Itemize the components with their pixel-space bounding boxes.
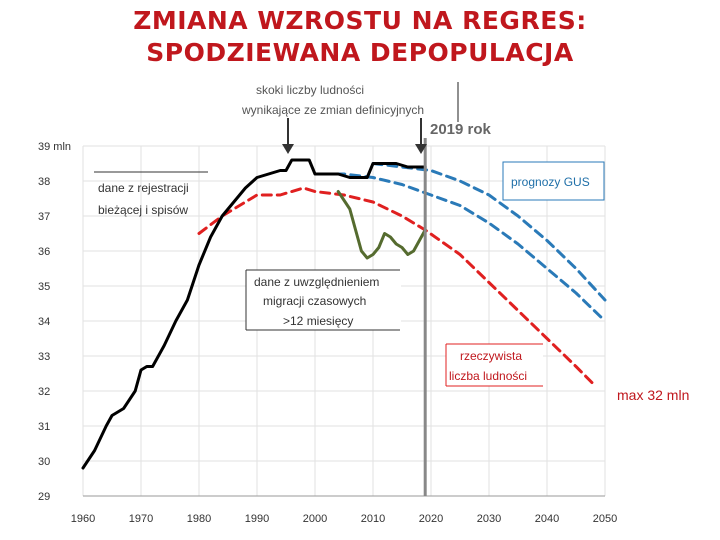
gus-label: prognozy GUS xyxy=(511,175,590,189)
actual-label-line-1: rzeczywista xyxy=(460,349,522,363)
x-tick-label: 2040 xyxy=(535,513,559,525)
y-tick-label: 38 xyxy=(38,176,50,188)
y-tick-label: 30 xyxy=(38,456,50,468)
chart-series xyxy=(81,158,607,470)
slide-title-line-2: SPODZIEWANA DEPOPULACJA xyxy=(146,38,574,67)
x-tick-label: 2010 xyxy=(361,513,385,525)
migration-label-line-1: dane z uwzględnieniem xyxy=(254,275,379,289)
y-tick-label: 37 xyxy=(38,211,50,223)
jumps-label-line-1: skoki liczby ludności xyxy=(256,83,364,97)
series-line-gus_forecast xyxy=(319,172,607,323)
x-tick-label: 1990 xyxy=(245,513,269,525)
gus-label-box xyxy=(502,161,605,201)
y-tick-label: 29 xyxy=(38,491,50,503)
x-tick-label: 1970 xyxy=(129,513,153,525)
registration-label-line-2: bieżącej i spisów xyxy=(98,203,188,217)
x-tick-label: 2030 xyxy=(477,513,501,525)
x-tick-label: 2020 xyxy=(419,513,443,525)
y-tick-label: 31 xyxy=(38,421,50,433)
jump-arrow-1996-head xyxy=(282,144,294,154)
y-tick-label: 32 xyxy=(38,386,50,398)
actual-label-line-2: liczba ludności xyxy=(449,369,527,383)
migration-label-line-2: migracji czasowych xyxy=(263,294,366,308)
x-tick-label: 2000 xyxy=(303,513,327,525)
y-tick-label: 33 xyxy=(38,351,50,363)
y-tick-label: 36 xyxy=(38,246,50,258)
year-marker-label: 2019 rok xyxy=(430,121,492,138)
actual-label-bg xyxy=(446,344,543,386)
chart-axes: 1960 1970 1980 1990 2000 2010 2020 2030 2040 2050… xyxy=(38,141,617,525)
jump-arrow-2010-head xyxy=(415,144,427,154)
y-tick-label: 39 mln xyxy=(38,141,71,153)
migration-label-bg xyxy=(246,270,401,330)
slide-title-line-1: ZMIANA WZROSTU NA REGRES: xyxy=(133,6,587,35)
migration-label-line-3: >12 miesięcy xyxy=(283,314,353,328)
x-tick-label: 2050 xyxy=(593,513,617,525)
x-tick-label: 1960 xyxy=(71,513,95,525)
y-tick-label: 34 xyxy=(38,316,50,328)
jumps-label-line-2: wynikające ze zmian definicyjnych xyxy=(241,103,424,117)
series-line-actual_forecast xyxy=(197,186,595,386)
series-line-registered xyxy=(81,158,427,470)
x-tick-label: 1980 xyxy=(187,513,211,525)
y-tick-label: 35 xyxy=(38,281,50,293)
series-line-migration xyxy=(336,190,427,260)
max-label: max 32 mln xyxy=(617,387,689,403)
registration-label-line-1: dane z rejestracji xyxy=(98,181,189,195)
